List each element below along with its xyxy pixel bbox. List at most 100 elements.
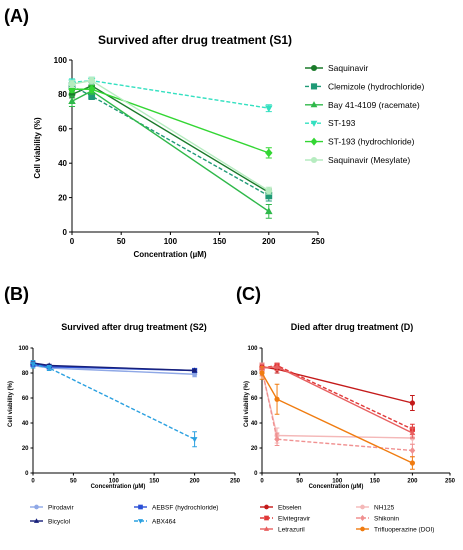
chart-c-y-tick-label: 40 <box>251 421 258 427</box>
legend-label: Trifluoperazine (DOI) <box>374 526 434 533</box>
series-line <box>72 88 270 154</box>
legend-item: Pirodavir <box>30 504 74 511</box>
legend-label: Clemizole (hydrochloride) <box>328 81 425 91</box>
chart-c-x-tick-label: 0 <box>260 479 264 485</box>
panel-letter-c: (C) <box>236 284 261 304</box>
chart-a-y-tick-label: 40 <box>58 159 67 168</box>
series-line <box>261 369 413 452</box>
chart-b-y-tick-label: 20 <box>22 446 29 452</box>
legend-label: Saquinavir <box>328 63 368 73</box>
legend-marker <box>137 519 144 524</box>
series-clemizole-hydrochloride <box>68 81 273 202</box>
chart-a-x-tick-label: 0 <box>70 237 75 246</box>
chart-b-title: Survived after drug treatment (S2) <box>61 322 207 332</box>
legend-label: Elvitegravir <box>278 515 311 522</box>
chart-c: Died after drug treatment (D) Concentrat… <box>244 322 456 533</box>
chart-a-y-tick-label: 20 <box>58 193 67 202</box>
series-saquinavir <box>68 81 273 197</box>
data-point <box>409 400 415 406</box>
data-point <box>259 370 265 376</box>
chart-a-x-tick-label: 100 <box>164 237 178 246</box>
series-line <box>261 366 413 404</box>
chart-b-legend: Pirodavir AEBSF (hydrochloride) Bicyclol AB… <box>30 504 218 525</box>
legend-item: AEBSF (hydrochloride) <box>134 504 218 511</box>
chart-c-xlabel: Concentration (µM) <box>309 484 364 490</box>
chart-b-y-tick-label: 60 <box>22 396 29 402</box>
legend-item: Bicyclol <box>30 518 71 525</box>
legend-marker <box>310 101 318 108</box>
chart-c-x-tick-label: 50 <box>296 479 303 485</box>
legend-item: Bay 41-4109 (racemate) <box>305 100 420 110</box>
data-point <box>274 435 280 443</box>
data-point <box>265 105 273 113</box>
data-point <box>409 447 416 454</box>
series-line <box>261 366 413 434</box>
data-point <box>68 97 76 104</box>
chart-a: Survived after drug treatment (S1) Conce… <box>33 33 425 259</box>
chart-a-x-tick-label: 150 <box>213 237 227 246</box>
data-point <box>409 429 416 436</box>
legend-item: ST-193 (hydrochloride) <box>305 137 415 147</box>
data-point <box>87 84 96 94</box>
legend-item: ST-193 <box>305 118 356 128</box>
legend-label: ST-193 (hydrochloride) <box>328 137 415 147</box>
legend-item: Letrazuril <box>260 526 305 533</box>
data-point <box>88 77 96 85</box>
legend-item: Saquinavir (Mesylate) <box>305 155 410 165</box>
data-point <box>265 148 273 158</box>
legend-marker <box>310 83 318 90</box>
series-line <box>32 363 195 440</box>
legend-item: Saquinavir <box>305 63 368 73</box>
chart-b-x-tick-label: 150 <box>149 479 160 485</box>
data-point <box>265 207 273 215</box>
chart-c-ylabel: Cell viability (%) <box>244 381 250 427</box>
series-line <box>71 85 270 197</box>
series-nh125 <box>259 363 415 445</box>
chart-b-x-tick-label: 0 <box>31 479 35 485</box>
chart-b-ylabel: Cell viability (%) <box>8 381 14 427</box>
legend-label: ST-193 <box>328 118 356 128</box>
legend-label: AEBSF (hydrochloride) <box>152 504 218 511</box>
legend-marker <box>360 526 365 532</box>
chart-c-y-tick-label: 20 <box>251 446 258 452</box>
legend-item: Ebselen <box>260 504 302 511</box>
legend-label: ABX464 <box>152 518 176 525</box>
chart-b-x-tick-label: 50 <box>70 479 77 485</box>
legend-marker <box>33 518 40 523</box>
series-st-193 <box>68 76 273 113</box>
data-point <box>191 437 198 443</box>
legend-marker <box>263 526 270 531</box>
series-trifluoperazine-doi <box>259 366 415 470</box>
chart-c-y-tick-label: 0 <box>254 471 258 477</box>
legend-label: Pirodavir <box>48 504 74 511</box>
series-shikonin <box>259 362 416 458</box>
chart-a-legend: Saquinavir Clemizole (hydrochloride) Bay 4… <box>305 63 425 165</box>
legend-item: Shikonin <box>356 514 399 522</box>
legend-label: Letrazuril <box>278 526 305 533</box>
series-letrazuril <box>259 362 416 439</box>
data-point <box>191 367 198 373</box>
data-point <box>30 362 36 368</box>
data-point <box>46 365 53 372</box>
chart-c-title: Died after drug treatment (D) <box>291 322 414 332</box>
legend-marker <box>34 504 39 510</box>
series-line <box>71 79 269 109</box>
chart-a-y-tick-label: 100 <box>54 56 68 65</box>
chart-a-x-tick-label: 50 <box>117 237 126 246</box>
chart-a-y-tick-label: 80 <box>58 90 67 99</box>
chart-b-y-tick-label: 100 <box>18 346 29 352</box>
data-point <box>265 187 273 195</box>
legend-marker <box>360 504 365 510</box>
legend-marker <box>310 156 318 164</box>
data-point <box>68 80 76 88</box>
legend-label: Shikonin <box>374 515 399 522</box>
chart-b-x-tick-label: 200 <box>190 479 201 485</box>
legend-item: Trifluoperazine (DOI) <box>356 526 434 533</box>
chart-b-y-tick-label: 0 <box>25 471 29 477</box>
chart-a-xlabel: Concentration (µM) <box>133 250 206 259</box>
legend-label: Ebselen <box>278 504 302 511</box>
chart-c-y-tick-label: 60 <box>251 396 258 402</box>
chart-a-x-tick-label: 250 <box>311 237 325 246</box>
legend-marker <box>359 514 366 522</box>
panel-letter-b: (B) <box>4 284 29 304</box>
